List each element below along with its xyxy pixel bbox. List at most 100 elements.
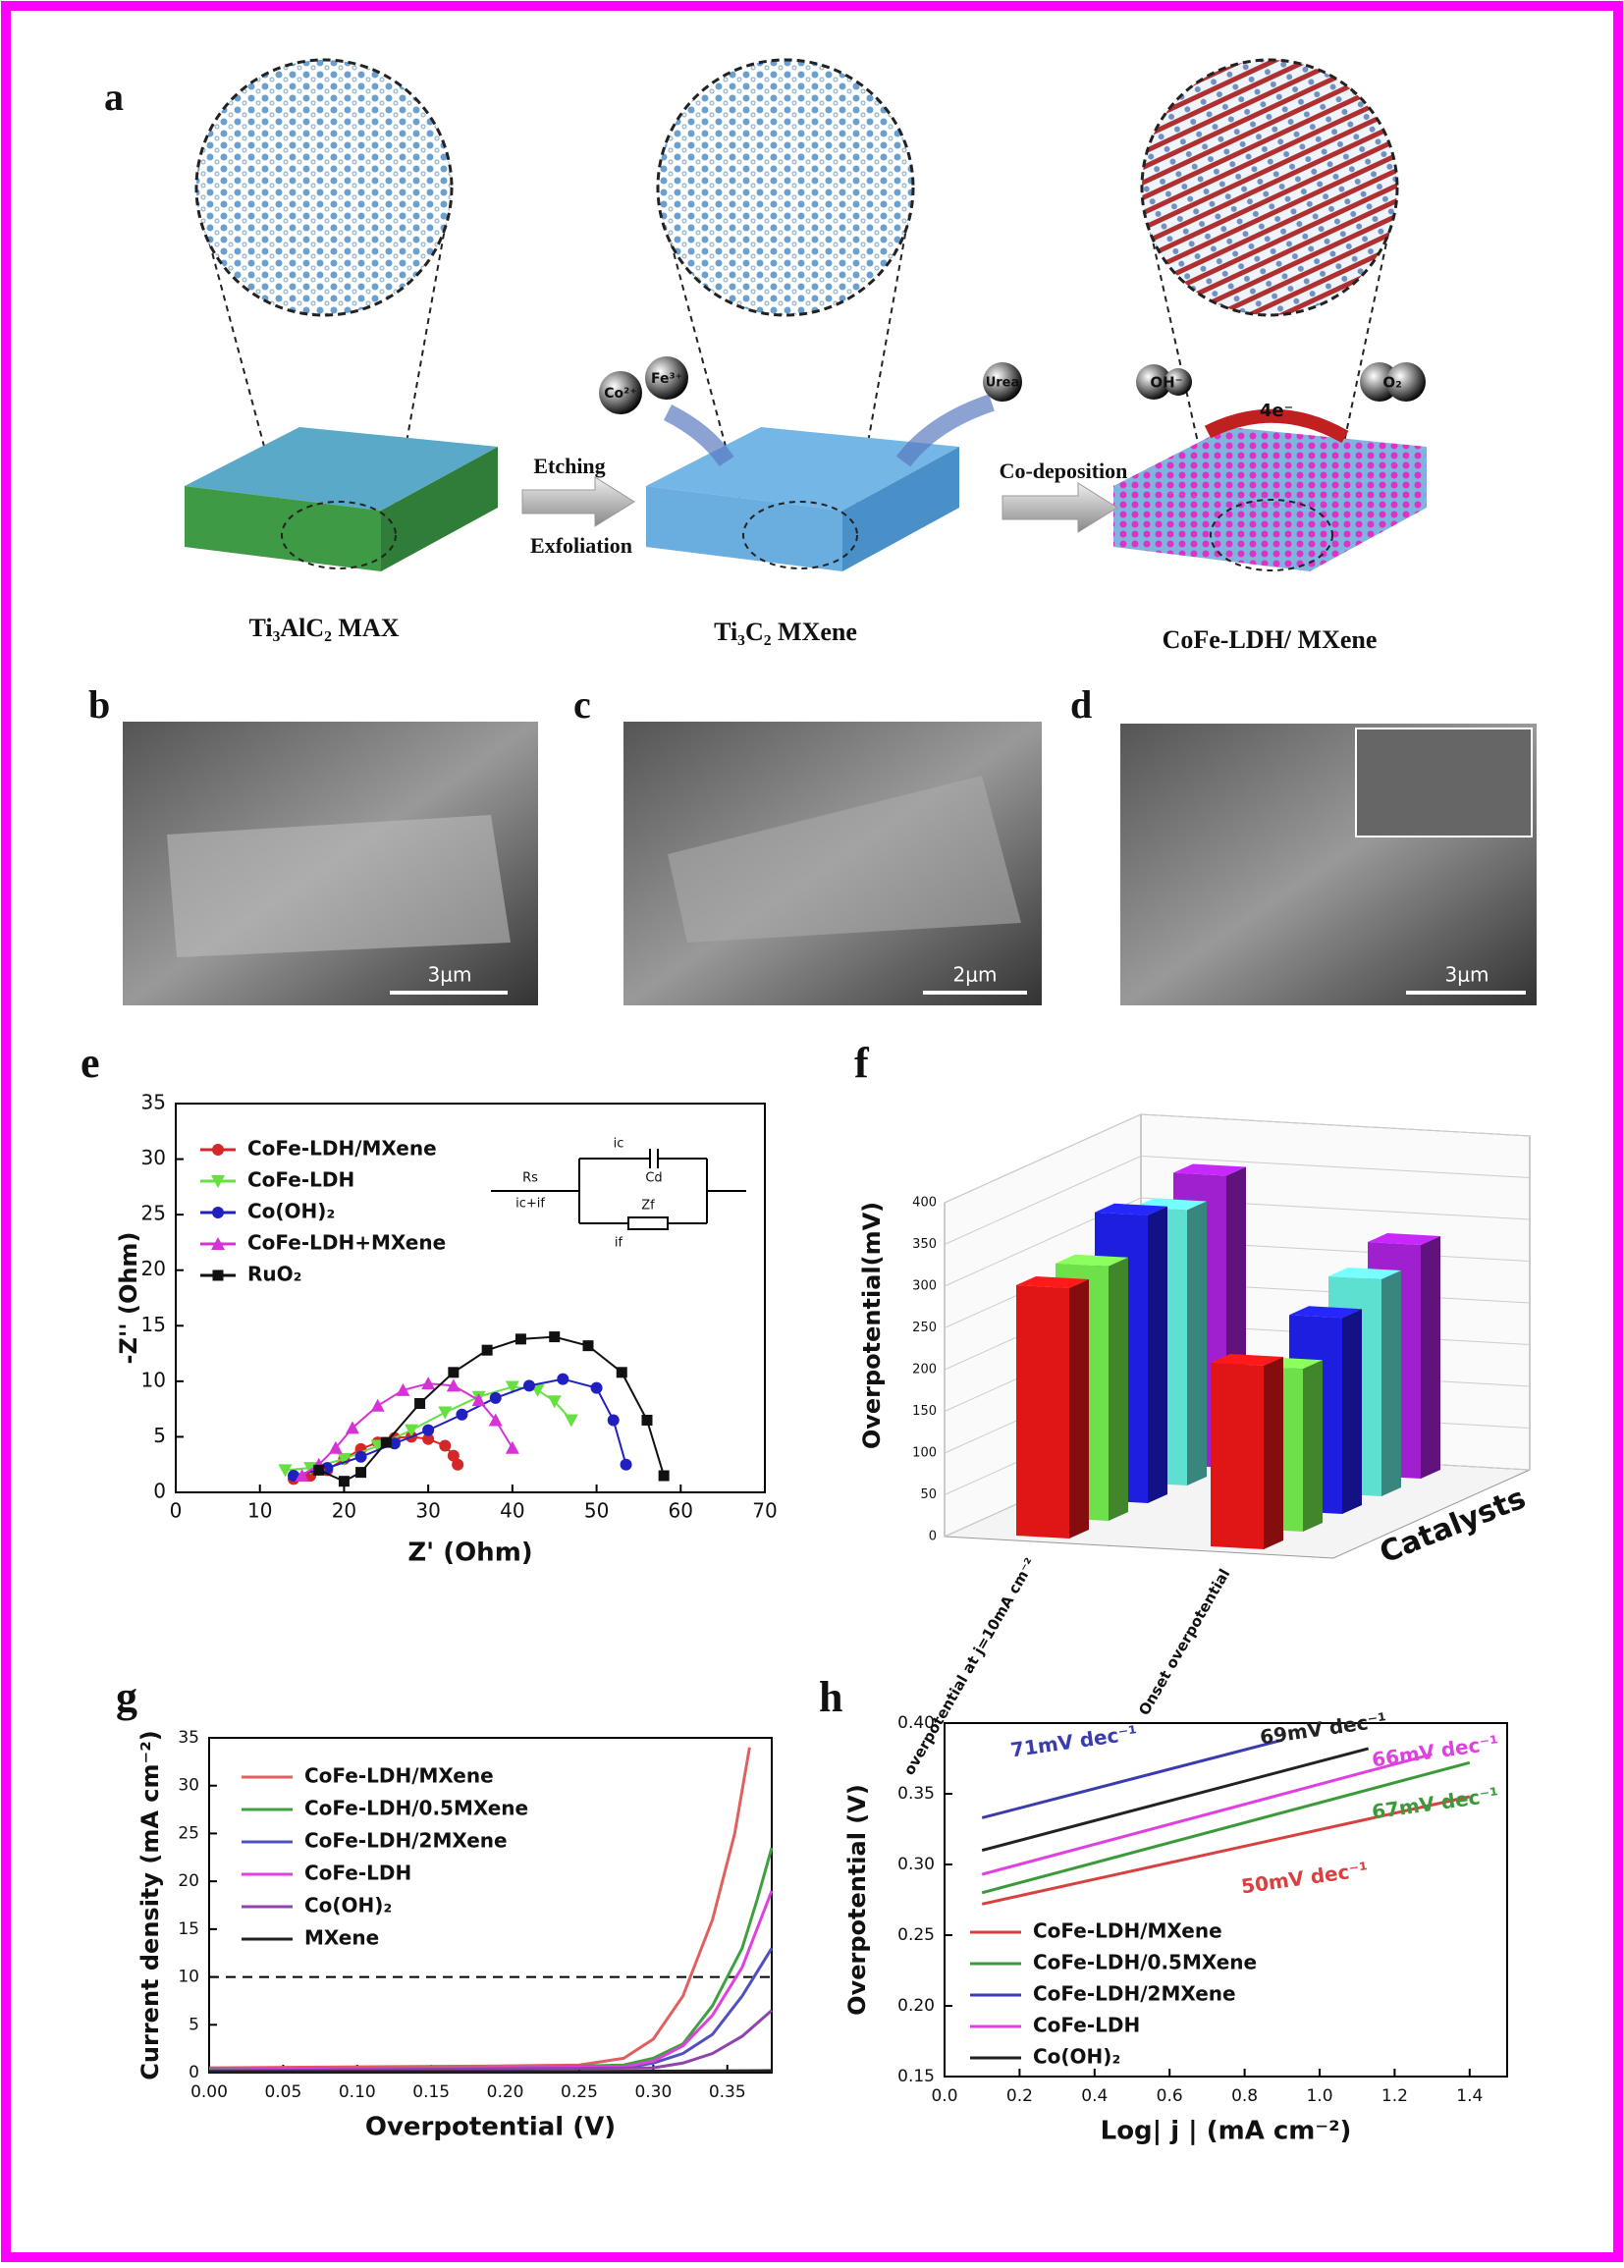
x-tick-label: 0.6 — [1157, 2086, 1183, 2106]
point — [288, 1470, 299, 1483]
point — [405, 1424, 418, 1437]
x-axis-label: Overpotential (V) — [365, 2113, 616, 2142]
y-tick-label: 15 — [178, 1919, 199, 1939]
flow-arrow — [663, 404, 734, 467]
point — [354, 1450, 367, 1463]
y-axis-label: Overpotential (V) — [843, 1784, 871, 2016]
bar-top — [1095, 1203, 1167, 1215]
point — [582, 1340, 594, 1352]
x-tick-label: 1.0 — [1306, 2086, 1332, 2106]
y-tick-label: 400 — [912, 1196, 937, 1211]
circuit-label: Cd — [645, 1171, 662, 1186]
legend-label: Co(OH)₂ — [1033, 2045, 1120, 2069]
y-tick-label: 300 — [912, 1279, 937, 1294]
point — [414, 1397, 426, 1409]
point — [489, 1391, 502, 1404]
bar-side — [1187, 1201, 1207, 1485]
legend-label: CoFe-LDH/MXene — [304, 1764, 494, 1788]
bar-side — [1109, 1257, 1128, 1521]
point — [439, 1439, 452, 1452]
y-tick-label: 150 — [912, 1404, 937, 1419]
series-line — [981, 1795, 1471, 1906]
reaction-label: O₂ — [1382, 374, 1401, 392]
y-tick-label: 250 — [912, 1321, 937, 1335]
point — [370, 1398, 385, 1412]
series-line — [208, 2009, 773, 2073]
point — [452, 1458, 464, 1471]
legend-label: CoFe-LDH — [247, 1168, 354, 1192]
y-tick-label: 0.40 — [897, 1713, 935, 1733]
point — [421, 1377, 436, 1390]
bar-top — [1211, 1354, 1283, 1366]
point — [523, 1379, 535, 1392]
legend-label: CoFe-LDH+MXene — [247, 1231, 446, 1255]
panel-letter: f — [854, 1039, 870, 1087]
series-line — [209, 2069, 773, 2074]
point — [355, 1467, 367, 1479]
legend-label: CoFe-LDH/MXene — [1033, 1919, 1222, 1943]
bar-top — [1173, 1163, 1246, 1176]
x-tick-label: 0.0 — [931, 2086, 957, 2106]
bar-top — [1056, 1254, 1128, 1267]
legend-label: MXene — [304, 1926, 379, 1950]
ion — [1386, 362, 1426, 402]
reaction-label: 4e⁻ — [1260, 401, 1293, 421]
point — [338, 1476, 350, 1487]
legend-marker — [212, 1269, 224, 1281]
zoom-spot — [1210, 499, 1333, 571]
y-tick-label: 20 — [141, 1257, 166, 1280]
y-tick-label: 5 — [153, 1424, 166, 1447]
legend-label: CoFe-LDH — [304, 1862, 411, 1885]
panel-letter: h — [819, 1673, 842, 1721]
legend-label: CoFe-LDH — [1033, 2014, 1140, 2037]
point — [422, 1424, 435, 1436]
point — [616, 1367, 627, 1378]
point — [438, 1406, 453, 1420]
point — [278, 1464, 293, 1478]
step-label: Exfoliation — [530, 533, 632, 558]
x-tick-label: 0.05 — [264, 2082, 301, 2102]
sem-feature — [167, 815, 511, 957]
y-tick-label: 100 — [912, 1446, 937, 1461]
ion — [599, 371, 642, 414]
electron-arrow — [1204, 408, 1349, 444]
plot-frame — [944, 1722, 1508, 2078]
bar-top — [1368, 1233, 1440, 1245]
x-tick-label: 30 — [415, 1499, 440, 1523]
x-tick-label: 1.2 — [1381, 2086, 1408, 2106]
sem-inset — [1355, 728, 1533, 837]
point — [549, 1331, 561, 1343]
step-label: Etching — [533, 454, 605, 478]
point — [448, 1367, 460, 1378]
x-tick-label: 0.25 — [561, 2082, 598, 2102]
y-tick-label: 50 — [920, 1487, 937, 1502]
panel-letter: a — [104, 75, 124, 119]
y-tick-label: 20 — [178, 1871, 199, 1891]
x-tick-label: 0.35 — [709, 2082, 746, 2102]
y-tick-label: 10 — [178, 1968, 199, 1987]
grid-line — [944, 1197, 1531, 1287]
x-tick-label: 20 — [332, 1499, 356, 1523]
y-tick-label: 35 — [178, 1728, 199, 1748]
series-line — [208, 1890, 774, 2072]
y-tick-label: 35 — [141, 1091, 166, 1114]
x-tick-label: 0.20 — [487, 2082, 524, 2102]
point — [447, 1449, 460, 1462]
series-line — [293, 1377, 627, 1478]
panel-letter: g — [116, 1673, 137, 1721]
ion — [1136, 364, 1171, 400]
panel-letter: b — [88, 682, 110, 727]
legend-label: CoFe-LDH/0.5MXene — [1033, 1951, 1257, 1974]
point — [337, 1453, 352, 1467]
y-tick-label: 0.30 — [897, 1855, 935, 1874]
point — [514, 1333, 526, 1345]
legend-marker — [212, 1207, 224, 1218]
flow-arrow — [895, 394, 995, 467]
x-tick-label: 1.4 — [1456, 2086, 1483, 2106]
y-tick-label: 25 — [178, 1823, 199, 1843]
y-tick-label: 5 — [189, 2015, 199, 2034]
series-line — [981, 1747, 1370, 1853]
series-line — [981, 1760, 1471, 1895]
scale-label: 3μm — [1445, 963, 1489, 987]
